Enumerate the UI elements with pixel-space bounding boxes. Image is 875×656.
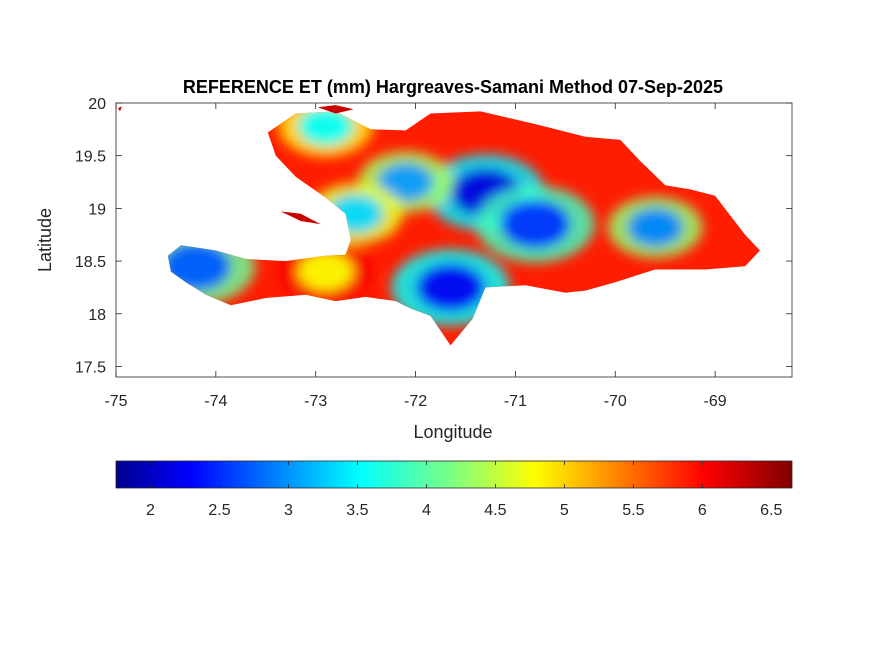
colorbar-tick-label: 6 — [698, 502, 707, 519]
y-tick-label: 18.5 — [75, 254, 106, 271]
island — [118, 106, 122, 112]
y-tick-label: 17.5 — [75, 359, 106, 376]
x-tick-label: -74 — [204, 393, 227, 410]
y-axis: 17.5 18 18.5 19 19.5 20 — [75, 96, 792, 376]
y-axis-label: Latitude — [35, 208, 55, 272]
colorbar-tick-label: 5.5 — [622, 502, 644, 519]
et-zone-core — [297, 252, 354, 292]
et-zone-core — [327, 194, 384, 234]
x-tick-label: -75 — [104, 393, 127, 410]
colorbar-tick-label: 5 — [560, 502, 569, 519]
x-tick-label: -70 — [604, 393, 627, 410]
colorbar: 2 2.5 3 3.5 4 4.5 5 5.5 6 6.5 — [115, 460, 793, 519]
colorbar-tick-label: 6.5 — [760, 502, 782, 519]
x-tick-label: -69 — [704, 393, 727, 410]
y-tick-label: 19.5 — [75, 149, 106, 166]
et-zone-core — [377, 162, 434, 202]
x-tick-label: -73 — [304, 393, 327, 410]
colorbar-tick-label: 2.5 — [208, 502, 230, 519]
et-zone-core — [500, 199, 571, 249]
colorbar-gradient — [115, 460, 793, 489]
colorbar-tick-label: 4.5 — [484, 502, 506, 519]
et-zone-core — [297, 111, 354, 146]
x-tick-label: -71 — [504, 393, 527, 410]
chart-title: REFERENCE ET (mm) Hargreaves-Samani Meth… — [183, 77, 723, 97]
colorbar-tick-label: 2 — [146, 502, 155, 519]
y-tick-label: 19 — [88, 201, 106, 218]
colorbar-tick-label: 3.5 — [346, 502, 368, 519]
et-heatmap — [118, 105, 760, 346]
x-axis-label: Longitude — [413, 422, 492, 442]
plot-area — [115, 102, 793, 378]
x-tick-label: -72 — [404, 393, 427, 410]
island — [317, 105, 354, 114]
y-tick-label: 18 — [88, 307, 106, 324]
y-tick-label: 20 — [88, 96, 106, 113]
et-zone-core — [415, 262, 486, 312]
colorbar-tick-label: 3 — [284, 502, 293, 519]
et-zone-core — [167, 241, 231, 291]
x-axis: -75 -74 -73 -72 -71 -70 -69 — [104, 103, 727, 410]
et-zone-core — [627, 207, 684, 247]
island — [280, 211, 321, 225]
colorbar-tick-label: 4 — [422, 502, 431, 519]
